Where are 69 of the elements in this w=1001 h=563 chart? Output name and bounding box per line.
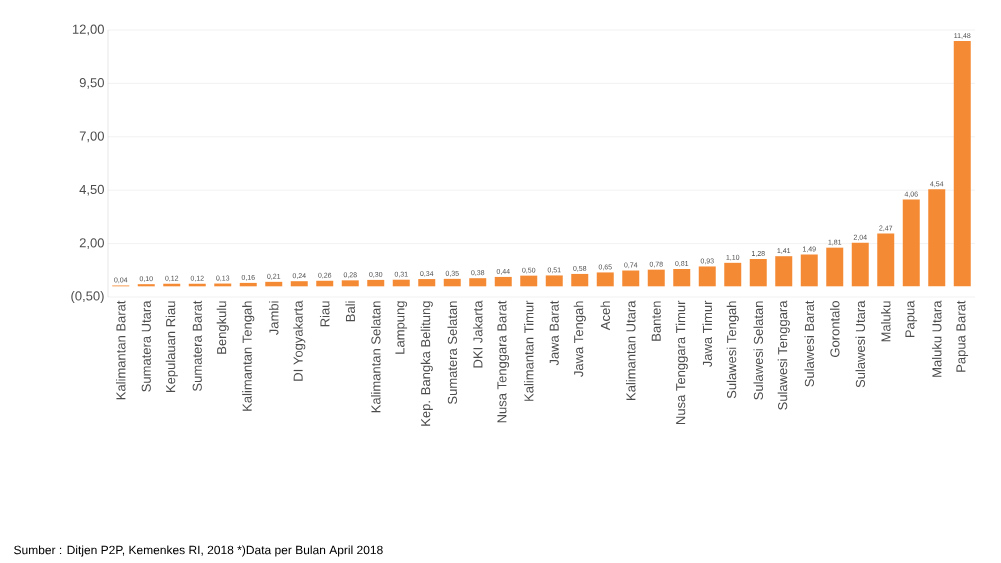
y-tick-label: 7,00 [79,131,104,143]
y-tick-label: 9,50 [79,78,104,89]
x-tick-label: Gorontalo [829,301,840,357]
x-tick-label: Papua Barat [956,300,969,372]
x-tick-label: DKI Jakarta [472,300,483,368]
bar [928,189,946,287]
bar [800,254,818,287]
x-tick-label: Kepulauan Riau [165,301,178,392]
bar [520,275,538,287]
bar [137,284,155,287]
bar [392,279,410,287]
x-tick-label: Sumatera Utara [141,300,151,392]
x-tick-label: Jawa Tengah [573,301,586,377]
x-tick-label: Bali [345,301,356,322]
bar [902,199,920,287]
x-tick-label: Sulawesi Tenggara [777,300,790,410]
x-tick-label: Aceh [600,301,611,331]
bar [290,281,308,287]
y-tick-label: 12,00 [72,24,104,36]
x-tick-label: Kalimantan Tengah [242,301,255,411]
x-tick-label: Sulawesi Selatan [753,301,764,400]
bar [341,280,359,287]
bar [826,247,844,287]
x-tick-label: Jambi [268,301,279,336]
x-tick-label: Kalimantan Timur [523,300,534,401]
x-tick-label: Jawa Barat [549,300,559,366]
x-tick-label: Sumatera Barat [192,300,202,391]
x-tick-label: Jawa Timur [702,300,713,368]
bar [469,278,487,287]
x-tick-label: Nusa Tenggara Timur [675,300,688,424]
bar [724,262,742,287]
x-tick-label: Lampung [395,301,408,354]
y-tick-label: (0,50) [71,290,104,304]
text: Sumber : Ditjen P2P, Kemenkes RI, 2018 *)Data per Bulan April 2018 [14,545,383,557]
bar [622,270,640,287]
x-tick-label: Sulawesi Tengah [726,301,739,399]
bar [367,279,385,287]
bar [953,41,971,287]
x-tick-label: Maluku Utara [931,300,942,377]
bar [316,280,334,287]
x-tick-label: Kalimantan Utara [625,300,636,400]
x-tick-label: Kep. Bangka Belitung [420,301,433,426]
x-tick-label: Papua [905,300,918,338]
bar [749,258,767,287]
bar [673,269,691,287]
y-tick-label: 2,00 [79,238,104,249]
x-tick-label: Sulawesi Barat [804,300,815,387]
bar [418,279,436,287]
x-tick-label: DI Yogyakarta [293,300,306,381]
x-tick-label: Bengkulu [216,301,229,354]
bar [851,242,869,287]
x-tick-label: Sulawesi Utara [855,300,866,388]
bar [545,275,563,287]
x-tick-label: Riau [319,301,330,327]
bar [494,276,512,287]
bar [775,256,793,287]
bar [698,266,716,287]
bar [596,272,614,287]
x-tick-label: Kalimantan Selatan [370,301,381,413]
bar [877,233,895,287]
bar [571,273,589,287]
x-tick-label: Sumatera Selatan [447,301,458,404]
x-tick-label: Kalimantan Barat [115,300,126,400]
x-tick-label: Banten [651,301,661,341]
x-tick-label: Nusa Tenggara Barat [497,300,510,423]
y-tick-label: 4,50 [79,184,104,196]
x-tick-label: Maluku [880,301,891,342]
bar [443,278,461,287]
bar [647,269,665,287]
